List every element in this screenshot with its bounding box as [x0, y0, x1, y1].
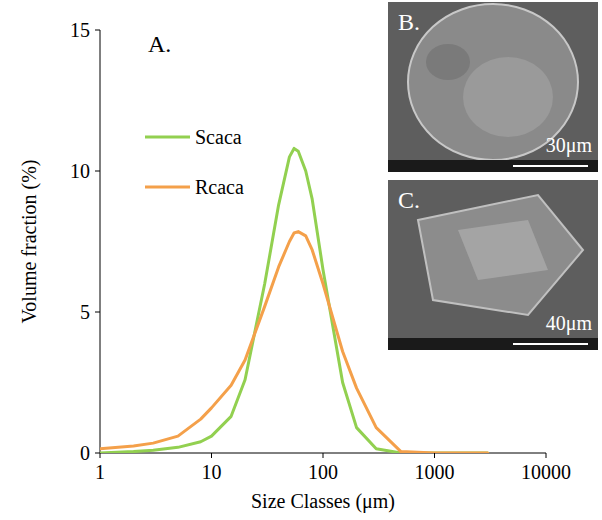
inset-image	[388, 180, 598, 350]
panel-label: A.	[148, 31, 171, 57]
info-strip	[388, 160, 598, 172]
y-tick-label: 15	[70, 19, 90, 41]
legend-swatch	[145, 136, 190, 139]
x-tick	[323, 453, 324, 458]
particle	[418, 195, 583, 315]
y-tick	[95, 171, 100, 172]
x-tick-label: 1000	[415, 461, 455, 483]
scale-label: 30μm	[546, 134, 593, 157]
scale-bar	[513, 165, 588, 167]
x-tick-label: 10	[202, 461, 222, 483]
info-strip	[388, 338, 598, 350]
y-tick	[95, 453, 100, 454]
y-tick-label: 0	[80, 442, 90, 464]
x-tick	[434, 453, 435, 458]
x-tick	[546, 453, 547, 458]
chart: 0 5 10 15 1 10 100 1000 10000 Volume fraction (%)…	[0, 0, 602, 520]
x-tick-label: 10000	[521, 461, 571, 483]
inset-background	[388, 180, 598, 350]
y-tick-label: 10	[70, 160, 90, 182]
legend-label: Rcaca	[195, 176, 244, 198]
particle-facet	[463, 57, 553, 137]
inset-label: B.	[398, 9, 420, 35]
inset-background	[388, 2, 598, 172]
scale-label: 40μm	[546, 312, 593, 335]
scale-bar	[513, 343, 588, 345]
x-tick	[211, 453, 212, 458]
y-tick	[95, 312, 100, 313]
y-axis-title: Volume fraction (%)	[18, 159, 41, 323]
particle-facet	[458, 220, 548, 280]
particle-facet	[426, 44, 470, 80]
inset-label: C.	[398, 187, 420, 213]
x-tick-label: 1	[95, 461, 105, 483]
y-axis	[100, 30, 101, 453]
x-tick-label: 100	[308, 461, 338, 483]
x-axis-title: Size Classes (μm)	[251, 490, 395, 513]
legend-swatch	[145, 186, 190, 189]
inset-image	[388, 2, 598, 172]
legend-label: Scaca	[195, 126, 242, 148]
x-tick	[100, 453, 101, 458]
y-tick-label: 5	[80, 301, 90, 323]
y-tick	[95, 30, 100, 31]
